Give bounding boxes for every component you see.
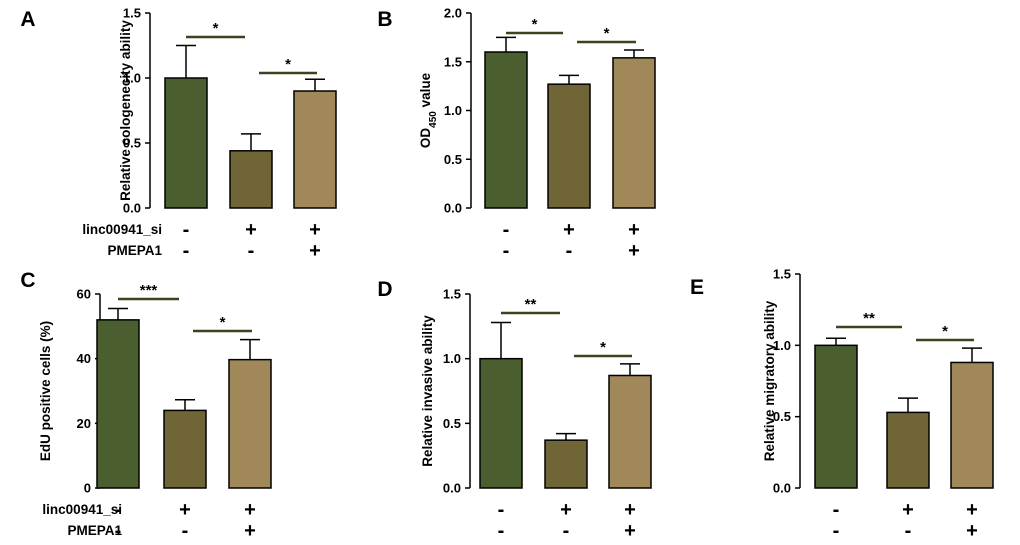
- bar-1: [814, 344, 858, 489]
- y-tick-label: 0.0: [123, 201, 141, 216]
- plus-sign: +: [244, 499, 256, 521]
- y-axis-label: Relative migratory ability: [762, 300, 777, 461]
- minus-sign: -: [182, 520, 189, 542]
- significance-label: *: [604, 25, 610, 42]
- y-tick-label: 60: [77, 287, 91, 302]
- y-tick-label: 1.5: [773, 267, 791, 282]
- bar-3: [228, 358, 272, 489]
- y-tick-label: 0.5: [444, 152, 462, 167]
- bar-1: [484, 51, 528, 209]
- bar-3: [608, 374, 652, 489]
- significance-label: *: [942, 323, 948, 340]
- minus-sign: -: [905, 520, 912, 542]
- y-axis-label: OD450 value: [418, 72, 439, 148]
- panel-letter: E: [690, 276, 704, 299]
- condition-label: PMEPA1: [67, 523, 122, 538]
- minus-sign: -: [498, 520, 505, 542]
- plus-sign: +: [628, 219, 640, 241]
- y-tick-label: 1.0: [123, 71, 141, 86]
- significance-label: *: [600, 339, 606, 356]
- y-tick-label: 1.5: [443, 287, 461, 302]
- bar-3: [950, 361, 994, 489]
- minus-sign: -: [183, 219, 190, 241]
- significance-label: **: [525, 296, 537, 313]
- y-tick-label: 0.0: [443, 481, 461, 496]
- plus-sign: +: [628, 240, 640, 262]
- plus-sign: +: [309, 240, 321, 262]
- bar-1: [164, 77, 208, 209]
- bar-2: [544, 439, 588, 489]
- bar-1: [479, 357, 523, 489]
- y-axis-label: Relative cologenecity ability: [118, 20, 133, 201]
- y-tick-label: 2.0: [444, 6, 462, 21]
- y-tick-label: 1.0: [443, 351, 461, 366]
- significance-label: *: [532, 16, 538, 33]
- y-axis-label: Relative invasive ability: [420, 315, 435, 467]
- y-tick-label: 0: [84, 481, 91, 496]
- plus-sign: +: [563, 219, 575, 241]
- minus-sign: -: [503, 240, 510, 262]
- bar-2: [229, 150, 273, 209]
- plus-sign: +: [309, 219, 321, 241]
- minus-sign: -: [833, 499, 840, 521]
- y-tick-label: 1.5: [123, 6, 141, 21]
- bar-3: [293, 90, 337, 209]
- condition-label: linc00941_si: [82, 222, 162, 237]
- significance-label: *: [220, 314, 226, 331]
- bar-2: [547, 83, 591, 209]
- panel-letter: D: [377, 278, 392, 301]
- bar-1: [96, 319, 140, 489]
- plus-sign: +: [624, 520, 636, 542]
- plus-sign: +: [966, 499, 978, 521]
- y-tick-label: 1.0: [444, 103, 462, 118]
- plus-sign: +: [244, 520, 256, 542]
- significance-label: ***: [140, 282, 158, 299]
- minus-sign: -: [566, 240, 573, 262]
- plus-sign: +: [624, 499, 636, 521]
- plus-sign: +: [179, 499, 191, 521]
- plus-sign: +: [966, 520, 978, 542]
- minus-sign: -: [833, 520, 840, 542]
- y-tick-label: 0.0: [773, 481, 791, 496]
- minus-sign: -: [248, 240, 255, 262]
- plus-sign: +: [560, 499, 572, 521]
- y-axis-label: EdU positive cells (%): [38, 321, 53, 461]
- y-tick-label: 1.0: [773, 338, 791, 353]
- bar-2: [163, 409, 207, 489]
- condition-label: linc00941_si: [42, 502, 122, 517]
- y-tick-label: 20: [77, 416, 91, 431]
- panel-e: E 0.0 0.5 1.0 1.5 Relative migratory ability *…: [690, 267, 994, 542]
- significance-label: **: [863, 310, 875, 327]
- significance-label: *: [285, 56, 291, 73]
- panel-letter: C: [20, 269, 35, 292]
- y-tick-label: 0.5: [773, 409, 791, 424]
- panel-letter: B: [377, 8, 392, 31]
- plus-sign: +: [245, 219, 257, 241]
- plus-sign: +: [902, 499, 914, 521]
- y-tick-label: 0.0: [444, 201, 462, 216]
- y-tick-label: 0.5: [443, 416, 461, 431]
- significance-label: *: [213, 20, 219, 37]
- panel-letter: A: [20, 8, 35, 31]
- y-tick-label: 1.5: [444, 54, 462, 69]
- minus-sign: -: [503, 219, 510, 241]
- bar-2: [886, 411, 930, 489]
- minus-sign: -: [115, 520, 122, 542]
- minus-sign: -: [563, 520, 570, 542]
- bar-3: [612, 57, 656, 209]
- y-tick-label: 0.5: [123, 136, 141, 151]
- y-tick-label: 40: [77, 351, 91, 366]
- minus-sign: -: [183, 240, 190, 262]
- minus-sign: -: [498, 499, 505, 521]
- minus-sign: -: [115, 499, 122, 521]
- condition-label: PMEPA1: [107, 243, 162, 258]
